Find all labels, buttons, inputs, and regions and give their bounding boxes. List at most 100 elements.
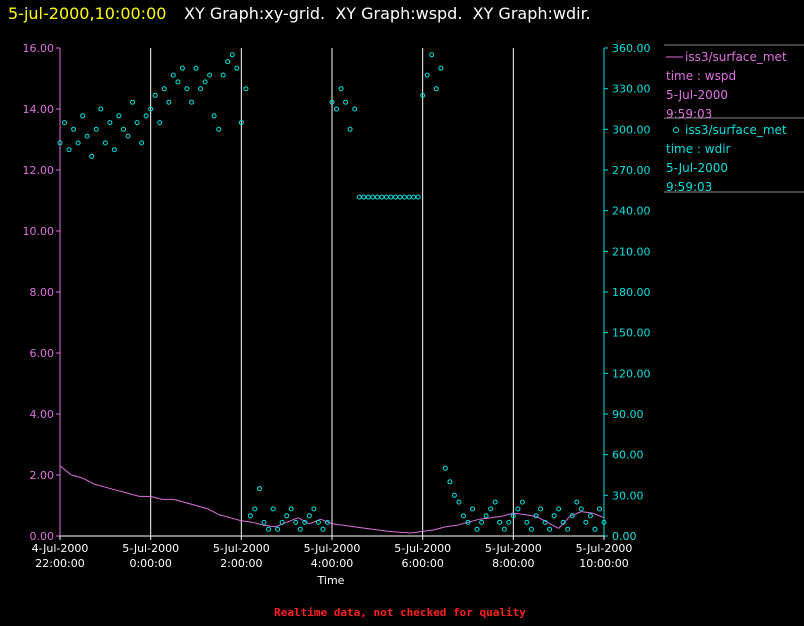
wdir-point: [198, 86, 203, 92]
wdir-point: [329, 99, 335, 105]
x-tick-time: 8:00:00: [492, 557, 534, 570]
wdir-point: [161, 86, 167, 92]
wspd-segment: [59, 465, 72, 476]
right-tick-label: 360.00: [612, 42, 651, 55]
left-tick-label: 10.00: [23, 225, 55, 238]
wdir-point: [569, 513, 575, 519]
wdir-point: [89, 153, 95, 159]
left-tick-label: 4.00: [30, 408, 55, 421]
wspd-segment: [479, 517, 491, 520]
wdir-point: [470, 506, 475, 512]
wdir-point: [438, 65, 444, 71]
wdir-point: [302, 519, 308, 525]
wdir-point: [134, 120, 140, 126]
wdir-point: [193, 65, 199, 71]
wspd-segment: [581, 511, 593, 514]
wdir-point: [592, 526, 598, 532]
wdir-point: [583, 519, 589, 525]
wdir-point: [143, 113, 149, 119]
wdir-point: [497, 519, 503, 525]
wdir-point: [116, 113, 122, 119]
wdir-point: [587, 513, 593, 519]
x-tick-date: 5-Jul-2000: [394, 542, 451, 555]
wdir-point: [311, 506, 317, 512]
wdir-point: [270, 506, 276, 512]
legend-text: time : wspd: [666, 69, 736, 83]
left-tick-label: 8.00: [30, 286, 55, 299]
wdir-point: [225, 59, 231, 65]
legend-text: time : wdir: [666, 142, 731, 156]
wdir-point: [284, 513, 290, 519]
left-tick-label: 16.00: [23, 42, 55, 55]
wspd-segment: [433, 526, 446, 531]
right-y-axis: 0.00 30.00 60.00 90.00 120.00 150.00 180.00 210…: [603, 42, 651, 543]
wspd-segment: [229, 517, 242, 522]
wdir-point: [315, 519, 321, 525]
x-tick-time: 2:00:00: [220, 557, 262, 570]
wspd-segment: [445, 524, 457, 528]
wspd-series: [59, 465, 605, 534]
wspd-segment: [82, 477, 95, 485]
wdir-point: [456, 499, 462, 505]
wdir-point: [461, 513, 466, 519]
right-tick-label: 270.00: [612, 164, 651, 177]
wdir-point: [515, 506, 521, 512]
right-tick-label: 180.00: [612, 286, 651, 299]
wdir-point: [420, 92, 426, 98]
left-tick-label: 0.00: [30, 530, 55, 543]
wdir-point: [519, 499, 525, 505]
wdir-point: [170, 72, 176, 78]
wspd-segment: [93, 483, 106, 488]
wdir-point: [506, 519, 512, 525]
wdir-point: [266, 526, 271, 532]
wdir-point: [238, 120, 244, 126]
wspd-segment: [558, 515, 571, 529]
wspd-segment: [490, 515, 503, 519]
wdir-point: [234, 65, 240, 71]
right-tick-label: 60.00: [612, 449, 644, 462]
wdir-point: [121, 126, 126, 132]
wdir-point: [293, 519, 299, 525]
legend-circle-marker: [673, 127, 679, 133]
wdir-point: [243, 86, 249, 92]
wdir-point: [402, 194, 407, 200]
wdir-point: [343, 99, 349, 105]
wdir-point: [551, 513, 557, 519]
right-tick-label: 90.00: [612, 408, 644, 421]
wdir-point: [510, 513, 516, 519]
x-tick-time: 6:00:00: [401, 557, 443, 570]
wdir-point: [415, 194, 421, 200]
wdir-point: [130, 99, 135, 105]
left-tick-label: 14.00: [23, 103, 55, 116]
wdir-point: [433, 86, 439, 92]
left-tick-label: 2.00: [30, 469, 55, 482]
wspd-segment: [71, 474, 83, 479]
wdir-point: [547, 526, 553, 532]
right-tick-label: 240.00: [612, 205, 651, 218]
wdir-point: [157, 120, 163, 126]
wdir-point: [556, 506, 562, 512]
wdir-point: [148, 106, 154, 112]
header-datetime: 5-jul-2000,10:00:00: [8, 4, 166, 23]
wdir-point: [479, 519, 485, 525]
wdir-point: [257, 486, 262, 492]
wdir-point: [524, 519, 530, 525]
wdir-point: [111, 147, 117, 153]
wdir-point: [442, 465, 448, 471]
wspd-segment: [263, 524, 276, 528]
x-tick-time: 10:00:00: [579, 557, 628, 570]
wdir-point: [297, 526, 303, 532]
wspd-segment: [354, 526, 367, 529]
wdir-point: [501, 526, 507, 532]
wspd-segment: [343, 524, 355, 528]
wspd-segment: [569, 511, 582, 517]
right-tick-label: 150.00: [612, 327, 651, 340]
wdir-point: [279, 519, 285, 525]
wdir-point: [152, 92, 158, 98]
wdir-point: [166, 99, 172, 105]
wdir-point: [601, 519, 607, 525]
wdir-point: [189, 99, 194, 105]
x-tick-date: 5-Jul-2000: [485, 542, 542, 555]
